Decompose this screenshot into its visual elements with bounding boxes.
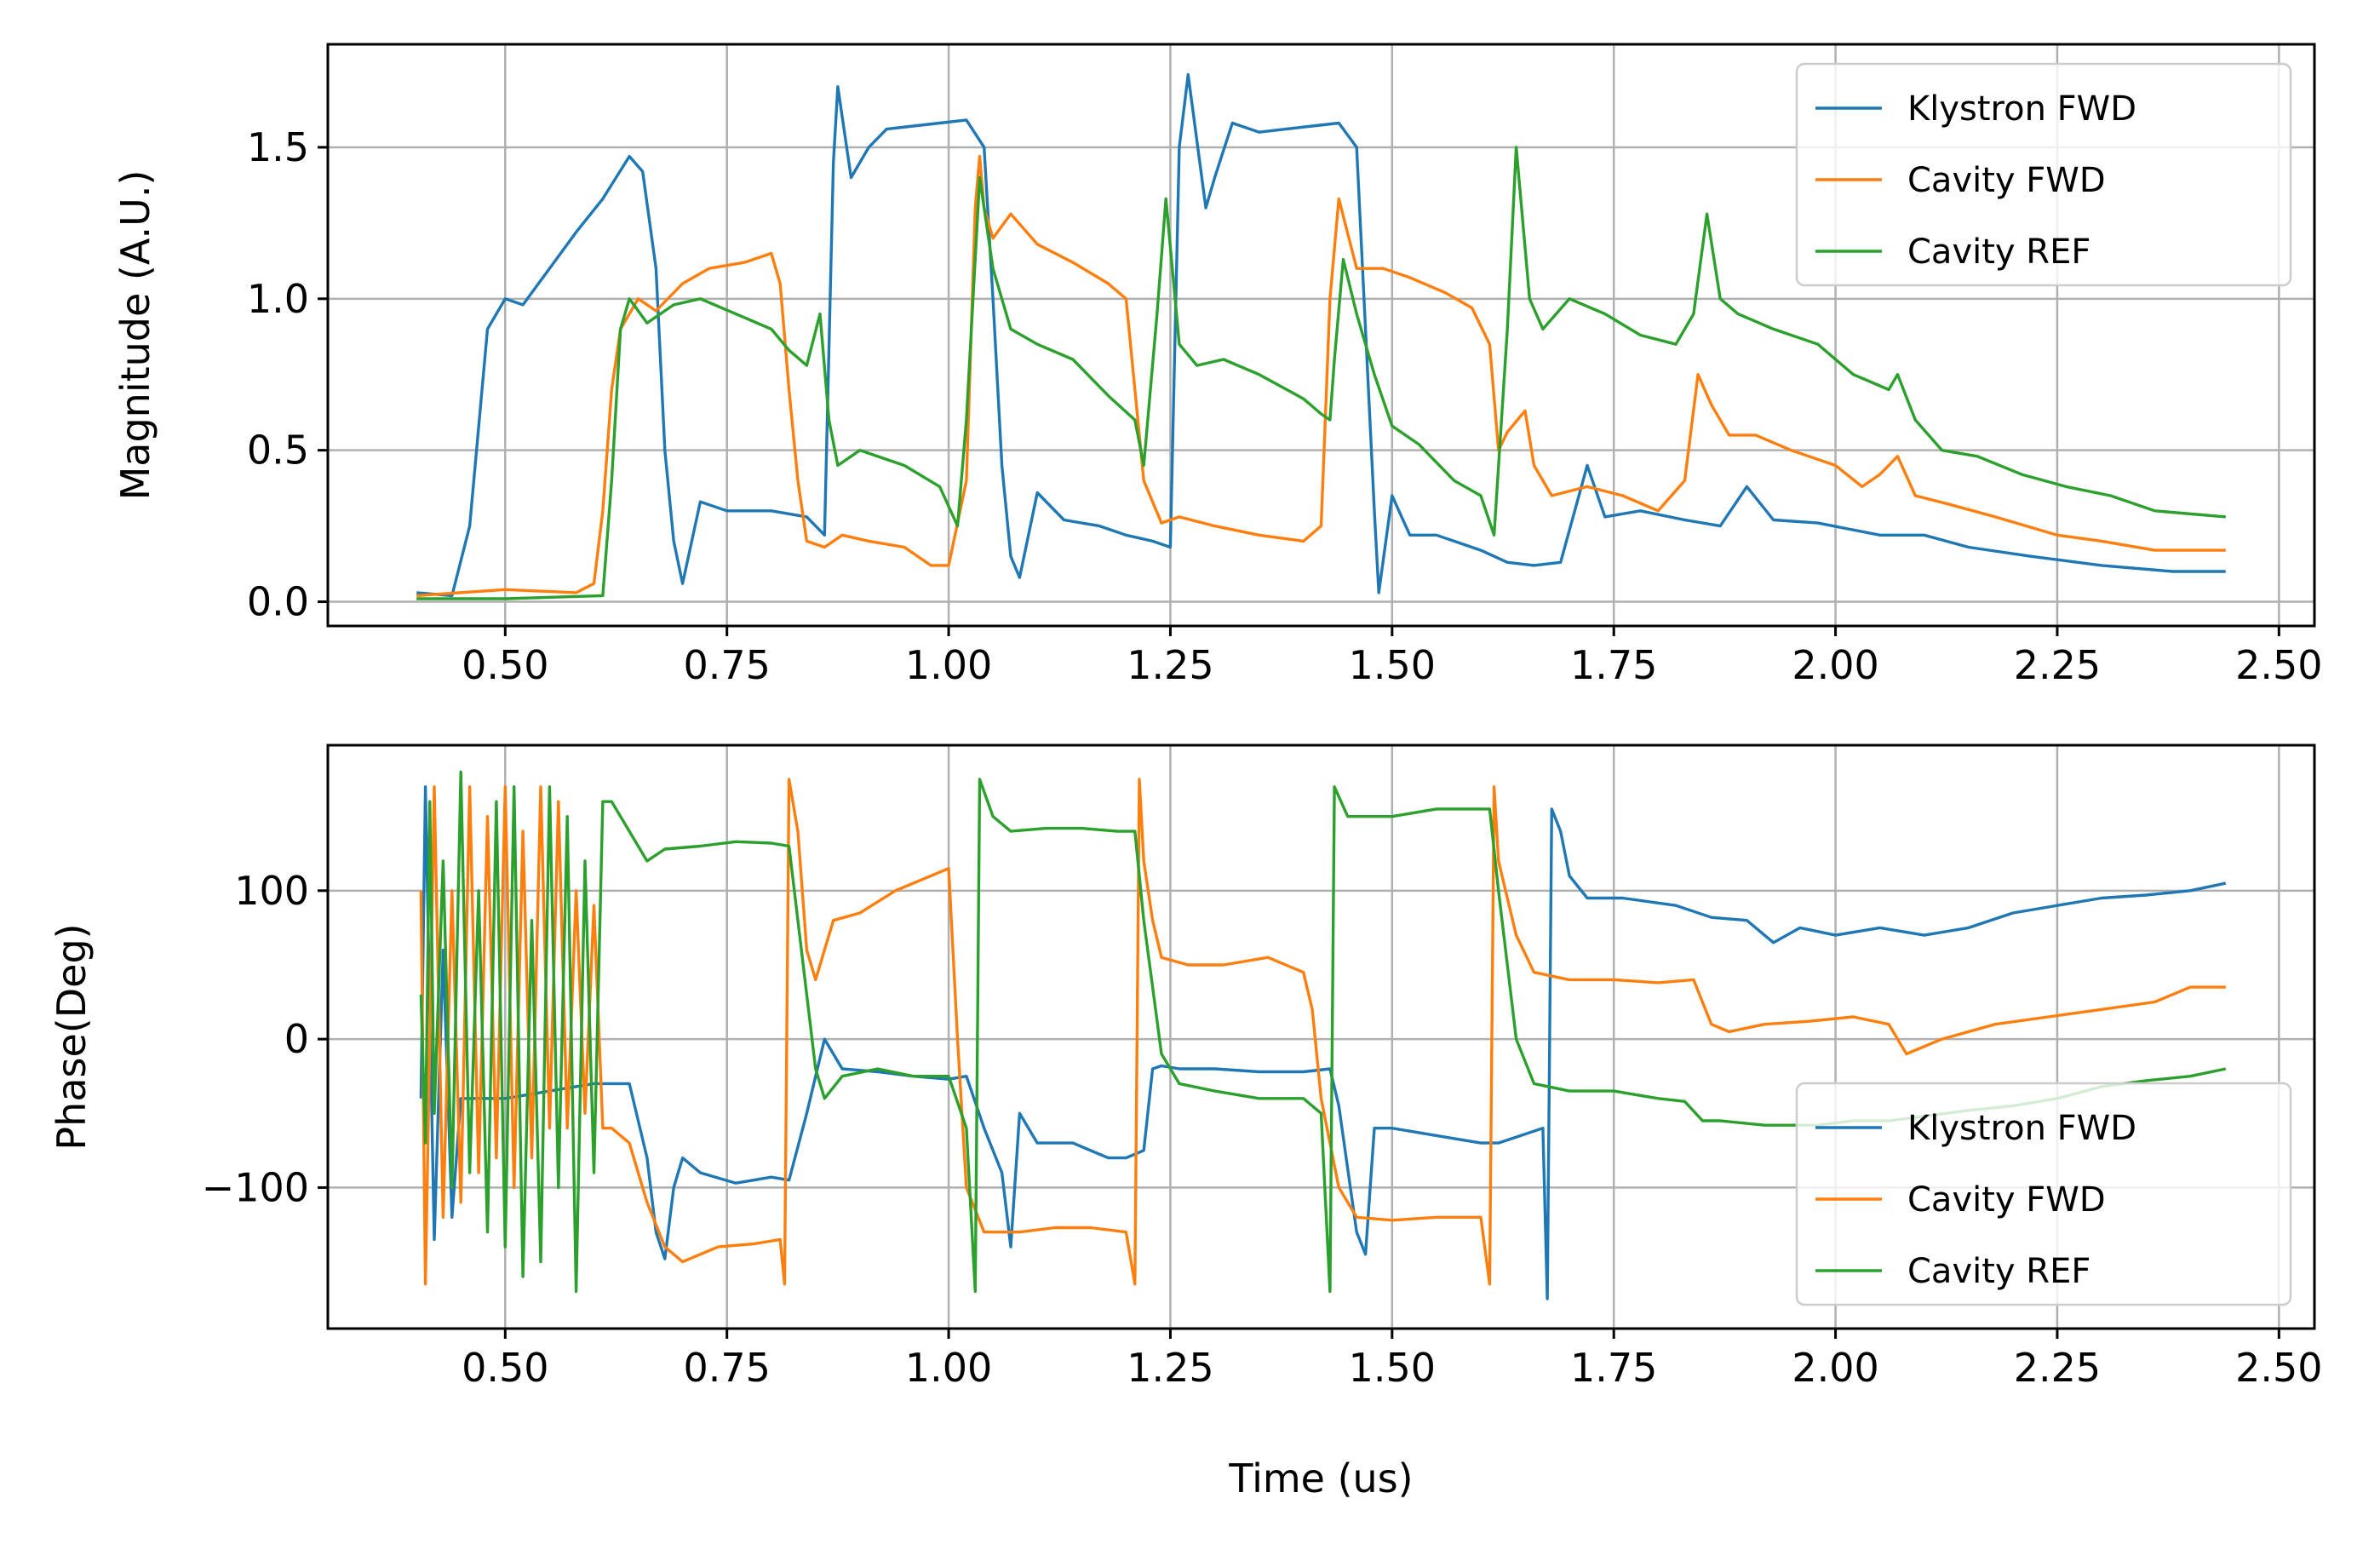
x-tick-label: 1.25 [1127,642,1213,688]
y-tick-label: 1.5 [247,124,309,170]
legend-label: Cavity REF [1907,232,2090,272]
magnitude-axes-frame [326,43,2316,628]
legend-label: Cavity FWD [1907,1180,2106,1220]
legend-label: Klystron FWD [1907,89,2136,129]
x-tick-label: 1.75 [1570,642,1657,688]
phase-y-ticks: 100 0 −100 [202,868,328,1210]
series-line-cavity-fwd [419,778,2226,1286]
x-tick-label: 2.00 [1792,642,1878,688]
magnitude-panel: 0.50 0.75 1.00 1.25 1.50 1.75 2.00 2.25 2.50 0.0… [112,43,2323,688]
x-tick-label: 0.50 [462,642,548,688]
legend-label: Cavity REF [1907,1252,2090,1291]
magnitude-legend: Klystron FWD Cavity FWD Cavity REF [1795,62,2292,287]
x-tick-label: 0.75 [683,1345,770,1391]
y-tick-label: −100 [202,1164,309,1210]
phase-axes-frame [326,743,2316,1330]
x-tick-label: 2.25 [2014,1345,2101,1391]
series-line-cavity-ref [416,146,2226,600]
x-tick-label: 2.50 [2235,1345,2322,1391]
y-tick-label: 100 [234,868,309,914]
legend-box [1795,1082,2292,1306]
series-line-klystron-fwd [416,72,2226,598]
time-x-axis-label: Time (us) [1228,1455,1413,1501]
series-line-cavity-ref [419,770,2227,1294]
x-tick-label: 1.00 [905,1345,992,1391]
x-tick-label: 1.50 [1349,642,1436,688]
x-tick-label: 1.50 [1349,1345,1436,1391]
phase-y-axis-label: Phase(Deg) [49,923,95,1150]
magnitude-series [416,72,2226,600]
x-tick-label: 1.00 [905,642,992,688]
phase-legend: Klystron FWD Cavity FWD Cavity REF [1795,1082,2292,1306]
y-tick-label: 0 [284,1016,309,1062]
x-tick-label: 0.75 [683,642,770,688]
x-tick-label: 2.25 [2014,642,2101,688]
y-tick-label: 0.0 [247,579,309,625]
y-tick-label: 0.5 [247,428,309,474]
phase-series [419,770,2227,1300]
phase-x-ticks: 0.50 0.75 1.00 1.25 1.50 1.75 2.00 2.25 2.50 [462,1329,2323,1391]
x-tick-label: 1.25 [1127,1345,1213,1391]
series-line-klystron-fwd [419,785,2227,1300]
x-tick-label: 2.00 [1792,1345,1878,1391]
legend-label: Cavity FWD [1907,161,2106,200]
x-tick-label: 1.75 [1570,1345,1657,1391]
magnitude-y-ticks: 0.0 0.5 1.0 1.5 [247,124,328,625]
x-tick-label: 2.50 [2235,642,2322,688]
phase-panel: 0.50 0.75 1.00 1.25 1.50 1.75 2.00 2.25 2.50 100… [49,743,2323,1501]
series-line-cavity-fwd [416,154,2226,598]
legend-box [1795,62,2292,287]
y-tick-label: 1.0 [247,276,309,322]
x-tick-label: 0.50 [462,1345,548,1391]
magnitude-y-axis-label: Magnitude (A.U.) [112,170,158,501]
magnitude-x-ticks: 0.50 0.75 1.00 1.25 1.50 1.75 2.00 2.25 2.50 [462,626,2323,688]
legend-label: Klystron FWD [1907,1109,2136,1148]
